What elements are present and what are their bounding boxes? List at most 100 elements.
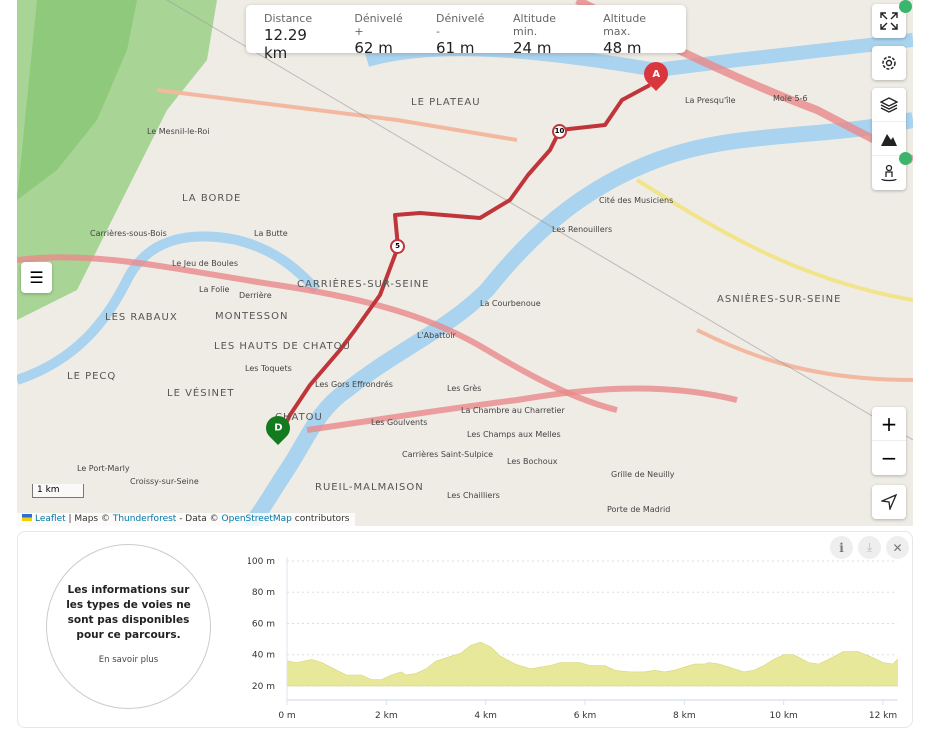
y-tick-label: 20 m xyxy=(252,682,275,692)
close-button[interactable]: ✕ xyxy=(886,536,909,559)
place-label: Le Jeu de Boules xyxy=(172,259,238,268)
place-label: Carrières-sous-Bois xyxy=(90,229,167,238)
place-label: Les Champs aux Melles xyxy=(467,430,561,439)
locate-icon xyxy=(881,494,897,510)
elevation-panel: Les informations sur les types de voies … xyxy=(17,531,913,728)
place-label: LES RABAUX xyxy=(105,312,178,323)
layers-button[interactable] xyxy=(872,88,906,122)
hamburger-icon: ☰ xyxy=(29,268,44,287)
download-button[interactable]: ⤓ xyxy=(858,536,881,559)
stat-label: Dénivelé + xyxy=(354,12,403,38)
x-tick-label: 4 km xyxy=(474,711,497,721)
stat-value: 61 m xyxy=(435,39,475,57)
place-label: LE PLATEAU xyxy=(411,97,481,108)
place-label: Mole 5-6 xyxy=(773,94,808,103)
settings-control xyxy=(872,46,906,80)
y-tick-label: 100 m xyxy=(248,557,275,567)
road-type-info: Les informations sur les types de voies … xyxy=(46,544,211,709)
stat-value: 12.29 km xyxy=(264,26,307,62)
stat-label: Dénivelé - xyxy=(435,12,485,38)
place-label: CARRIÈRES-SUR-SEINE xyxy=(297,279,430,290)
download-icon: ⤓ xyxy=(866,540,873,554)
settings-button[interactable] xyxy=(872,46,906,80)
attribution: Leaflet | Maps © Thunderforest - Data © … xyxy=(17,513,355,526)
place-label: L'Abattoir xyxy=(417,331,456,340)
place-label: CHATOU xyxy=(275,412,323,423)
place-label: Le Port-Marly xyxy=(77,464,130,473)
terrain-button[interactable] xyxy=(872,122,906,156)
stat-label: Distance xyxy=(264,12,313,25)
place-label: La Butte xyxy=(254,229,288,238)
fullscreen-button[interactable] xyxy=(872,0,912,38)
place-label: Les Toquets xyxy=(245,364,292,373)
stat-value: 48 m xyxy=(603,39,642,57)
place-label: Les Renouillers xyxy=(552,225,613,234)
stat-elevation-loss: Dénivelé -61 m xyxy=(435,12,485,57)
mountain-icon xyxy=(881,133,897,146)
x-tick-label: 2 km xyxy=(375,711,398,721)
osm-link[interactable]: OpenStreetMap xyxy=(221,514,292,524)
x-tick-label: 6 km xyxy=(574,711,597,721)
layers-icon xyxy=(880,96,898,113)
x-tick-label: 12 km xyxy=(869,711,897,721)
place-label: Le Mesnil-le-Roi xyxy=(147,127,210,136)
locate-control xyxy=(872,485,906,519)
gear-icon xyxy=(882,56,896,70)
stat-value: 24 m xyxy=(512,39,552,57)
menu-button[interactable]: ☰ xyxy=(21,262,52,293)
leaflet-link[interactable]: Leaflet xyxy=(35,514,66,524)
layers-control xyxy=(872,88,912,190)
place-label: LE PECQ xyxy=(67,371,117,382)
place-label: Grille de Neuilly xyxy=(611,470,675,479)
zoom-out-button[interactable]: − xyxy=(880,446,898,470)
flag-icon xyxy=(22,514,32,521)
route-line xyxy=(276,83,651,441)
info-icon: i xyxy=(839,540,844,555)
place-label: RUEIL-MALMAISON xyxy=(315,482,424,493)
attribution-text: contributors xyxy=(291,514,350,524)
stat-value: 62 m xyxy=(354,39,393,57)
y-tick-label: 60 m xyxy=(252,619,275,629)
place-label: Cité des Musiciens xyxy=(599,196,674,205)
start-marker-label: A xyxy=(652,68,660,80)
info-button[interactable]: i xyxy=(830,536,853,559)
place-label: La Courbenoue xyxy=(480,299,541,308)
place-label: Les Gors Effrondrés xyxy=(315,380,393,389)
place-label: Les Bochoux xyxy=(507,457,558,466)
zoom-control: + − xyxy=(872,407,906,475)
elevation-chart: 100 m 80 m 60 m 40 m 20 m 0 m 2 km 4 km 6 km 8 km… xyxy=(248,557,898,721)
place-label: Croissy-sur-Seine xyxy=(130,477,199,486)
elevation-area xyxy=(286,641,898,687)
place-label: Porte de Madrid xyxy=(607,505,671,514)
zoom-in-button[interactable]: + xyxy=(872,407,906,441)
attribution-text: - Data © xyxy=(176,514,222,524)
route-stats: Distance 12.29 km Dénivelé +62 m Dénivelé… xyxy=(246,5,686,62)
place-label: Carrières Saint-Sulpice xyxy=(402,450,494,459)
place-label: ASNIÈRES-SUR-SEINE xyxy=(717,294,842,305)
stat-elevation-gain: Dénivelé +62 m xyxy=(354,12,408,57)
map-tiles xyxy=(17,0,913,526)
street-view-button[interactable] xyxy=(872,152,912,190)
end-marker-label: D xyxy=(273,422,283,434)
place-label: LA BORDE xyxy=(182,193,242,204)
km-marker: 5 xyxy=(390,239,405,254)
close-icon: ✕ xyxy=(892,540,903,555)
thunderforest-link[interactable]: Thunderforest xyxy=(112,514,177,524)
place-label: La Presqu'île xyxy=(685,96,736,105)
place-label: LE VÉSINET xyxy=(167,388,235,399)
place-label: Les Grès xyxy=(447,384,482,393)
place-label: La Folie xyxy=(199,285,230,294)
stat-label: Altitude min. xyxy=(512,12,556,38)
fullscreen-icon xyxy=(880,12,898,30)
stat-altitude-min: Altitude min. 24 m xyxy=(512,12,575,57)
map[interactable]: LE PLATEAU Le Mesnil-le-Roi LA BORDE Car… xyxy=(17,0,913,526)
place-label: MONTESSON xyxy=(215,311,289,322)
locate-button[interactable] xyxy=(872,485,906,519)
street-view-icon xyxy=(881,164,897,182)
learn-more-link[interactable]: En savoir plus xyxy=(98,655,159,665)
y-tick-label: 40 m xyxy=(252,651,275,661)
place-label: La Chambre au Charretier xyxy=(461,406,565,415)
info-text: Les informations sur les types de voies … xyxy=(66,584,191,641)
stat-distance: Distance 12.29 km xyxy=(264,12,326,62)
stat-label: Altitude max. xyxy=(603,12,647,38)
